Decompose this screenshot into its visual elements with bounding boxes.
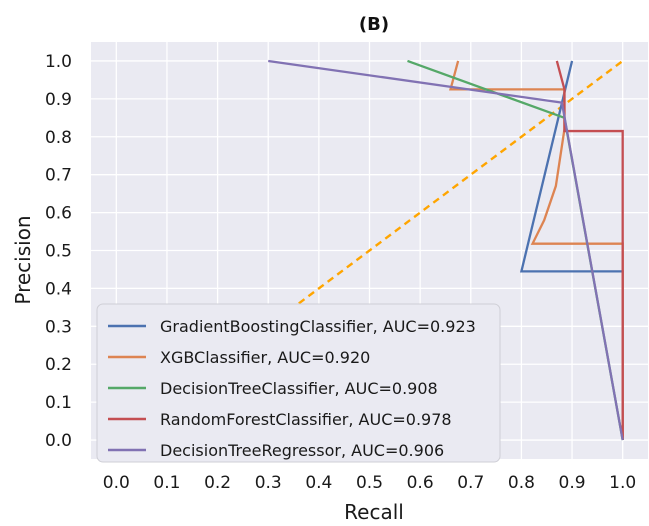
y-tick-label: 0.1 <box>45 393 72 413</box>
y-tick-label: 0.5 <box>45 242 72 262</box>
y-tick-label: 0.3 <box>45 317 72 337</box>
legend-label: XGBClassifier, AUC=0.920 <box>160 348 370 367</box>
x-tick-label: 0.1 <box>153 473 180 493</box>
series-lines <box>115 59 624 442</box>
legend-label: GradientBoostingClassifier, AUC=0.923 <box>160 317 476 336</box>
x-tick-label: 0.2 <box>204 473 231 493</box>
y-tick-labels: 0.0 0.1 0.2 0.3 0.4 0.5 0.6 0.7 0.8 0.9 1.0 <box>45 52 72 451</box>
x-tick-label: 0.6 <box>407 473 434 493</box>
x-tick-labels: 0.0 0.1 0.2 0.3 0.4 0.5 0.6 0.7 0.8 0.9 1.0 <box>103 473 636 493</box>
legend-label: DecisionTreeRegressor, AUC=0.906 <box>160 441 444 460</box>
x-tick-label: 0.3 <box>255 473 282 493</box>
series-line-3 <box>555 60 624 441</box>
x-tick-label: 0.8 <box>508 473 535 493</box>
legend: GradientBoostingClassifier, AUC=0.923 XGB… <box>96 303 501 463</box>
legend-items: GradientBoostingClassifier, AUC=0.923 XGB… <box>108 317 476 460</box>
x-axis-label: Recall <box>344 500 404 524</box>
y-tick-label: 0.7 <box>45 166 72 186</box>
y-tick-label: 0.8 <box>45 128 72 148</box>
x-tick-label: 0.4 <box>305 473 332 493</box>
legend-label: RandomForestClassifier, AUC=0.978 <box>160 410 452 429</box>
x-tick-label: 1.0 <box>609 473 636 493</box>
y-axis-label: Precision <box>11 215 35 304</box>
series-line-4 <box>268 59 624 441</box>
y-tick-label: 0.9 <box>45 90 72 110</box>
y-tick-label: 0.6 <box>45 204 72 224</box>
x-tick-label: 0.9 <box>559 473 586 493</box>
x-tick-label: 0.0 <box>103 473 130 493</box>
reference-line <box>115 59 624 442</box>
legend-box <box>96 303 501 463</box>
y-tick-label: 1.0 <box>45 52 72 72</box>
y-tick-label: 0.0 <box>45 431 72 451</box>
x-tick-label: 0.5 <box>356 473 383 493</box>
y-tick-label: 0.2 <box>45 355 72 375</box>
x-tick-label: 0.7 <box>457 473 484 493</box>
y-tick-label: 0.4 <box>45 279 72 299</box>
legend-label: DecisionTreeClassifier, AUC=0.908 <box>160 379 438 398</box>
chart-title: (B) <box>359 14 389 35</box>
